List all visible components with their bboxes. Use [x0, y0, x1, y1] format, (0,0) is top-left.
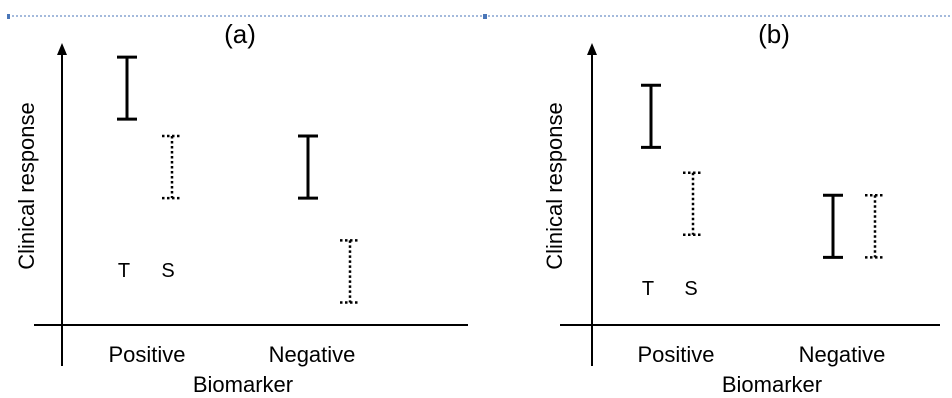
panel-b-interval-negative-s: [865, 194, 885, 259]
top-border-left-marker: [7, 14, 10, 19]
panel-a-category-positive: Positive: [108, 342, 185, 367]
panel-a-interval-positive-t: [117, 55, 137, 121]
panel-a-legend-s: S: [161, 260, 174, 282]
panel-a-y-axis-label: Clinical response: [14, 102, 39, 270]
top-border-mid-marker: [483, 14, 487, 19]
panel-a-category-negative: Negative: [269, 342, 356, 367]
panel-a-x-axis-label: Biomarker: [193, 372, 293, 397]
panel-b-legend-s: S: [684, 278, 697, 300]
panel-b-category-negative: Negative: [799, 342, 886, 367]
panel-b-title: (b): [758, 19, 790, 49]
panel-b-interval-positive-s: [683, 171, 703, 237]
panel-b-interval-negative-t: [823, 193, 843, 259]
panel-a: (a) Clinical response Positive Negative …: [14, 19, 468, 397]
panel-b: (b) Clinical response Positive Negative …: [542, 19, 940, 397]
panel-a-interval-positive-s: [162, 134, 182, 200]
panel-b-intervals: [641, 83, 885, 259]
panel-a-intervals: [117, 55, 360, 304]
panel-b-interval-positive-t: [641, 83, 661, 149]
panel-b-category-positive: Positive: [637, 342, 714, 367]
panel-b-y-axis-arrow: [587, 43, 597, 55]
panel-b-y-axis-label: Clinical response: [542, 102, 567, 270]
panel-a-interval-negative-t: [298, 134, 318, 200]
panel-a-y-axis-arrow: [57, 43, 67, 55]
panel-a-title: (a): [224, 19, 256, 49]
panel-b-legend-t: T: [642, 278, 654, 300]
panel-a-legend-t: T: [118, 260, 130, 282]
panel-b-x-axis-label: Biomarker: [722, 372, 822, 397]
panel-a-interval-negative-s: [340, 239, 360, 304]
